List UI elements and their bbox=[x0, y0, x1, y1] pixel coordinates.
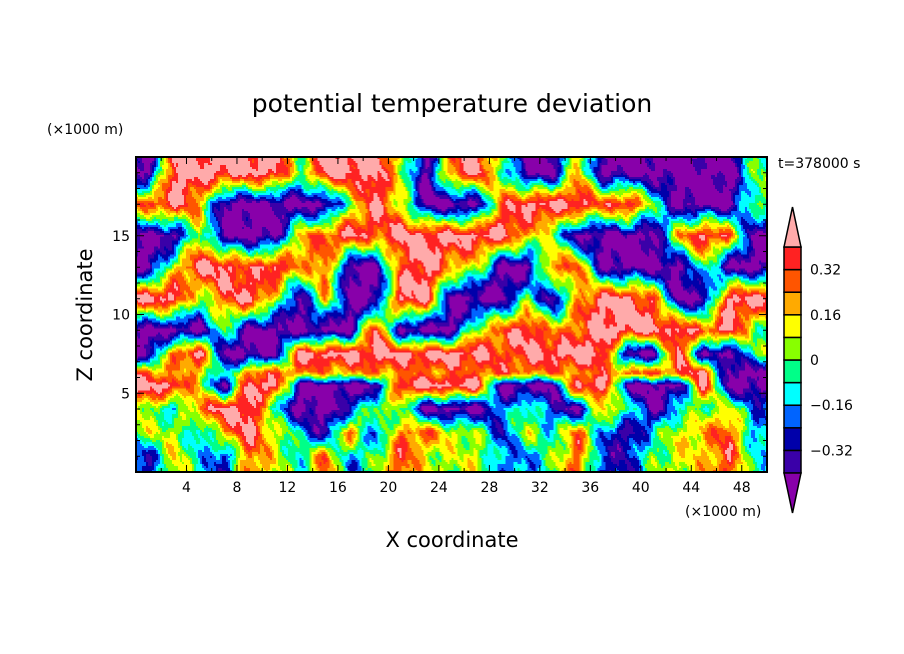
x-tick-label: 8 bbox=[232, 480, 241, 496]
x-unit-label: (×1000 m) bbox=[685, 504, 761, 520]
colorbar-extend-high bbox=[783, 206, 802, 248]
x-tick-label: 40 bbox=[632, 480, 650, 496]
x-tick-label: 16 bbox=[329, 480, 347, 496]
y-tick-label: 15 bbox=[112, 229, 130, 245]
colorbar-band bbox=[783, 268, 802, 293]
x-axis-label: X coordinate bbox=[385, 528, 518, 552]
colorbar-band bbox=[783, 336, 802, 361]
x-tick-label: 36 bbox=[581, 480, 599, 496]
time-label: t=378000 s bbox=[778, 156, 860, 172]
colorbar-tick-label: 0 bbox=[810, 353, 819, 369]
colorbar-band bbox=[783, 314, 802, 339]
x-tick-label: 48 bbox=[733, 480, 751, 496]
colorbar-band bbox=[783, 291, 802, 316]
x-tick-label: 20 bbox=[379, 480, 397, 496]
x-tick-label: 44 bbox=[682, 480, 700, 496]
x-tick-label: 28 bbox=[480, 480, 498, 496]
plot-frame bbox=[135, 156, 768, 473]
y-tick-label: 5 bbox=[121, 386, 130, 402]
colorbar: 0.32 0.16 0 −0.16 −0.32 bbox=[783, 206, 853, 514]
colorbar-tick-label: −0.16 bbox=[810, 398, 853, 414]
x-tick-label: 12 bbox=[279, 480, 297, 496]
x-tick-label: 32 bbox=[531, 480, 549, 496]
x-tick-label: 24 bbox=[430, 480, 448, 496]
x-tick-label: 4 bbox=[182, 480, 191, 496]
y-unit-label: (×1000 m) bbox=[47, 122, 123, 138]
colorbar-extend-low bbox=[783, 472, 802, 514]
colorbar-tick-label: −0.32 bbox=[810, 443, 853, 459]
colorbar-band bbox=[783, 427, 802, 452]
colorbar-band bbox=[783, 404, 802, 429]
y-axis-label: Z coordinate bbox=[73, 248, 97, 381]
colorbar-band bbox=[783, 381, 802, 406]
colorbar-tick-label: 0.32 bbox=[810, 263, 841, 279]
contour-field bbox=[136, 157, 767, 472]
colorbar-band bbox=[783, 359, 802, 384]
colorbar-band bbox=[783, 449, 802, 474]
colorbar-tick-label: 0.16 bbox=[810, 308, 841, 324]
chart-title: potential temperature deviation bbox=[252, 89, 652, 118]
colorbar-band bbox=[783, 246, 802, 271]
y-tick-label: 10 bbox=[112, 308, 130, 324]
